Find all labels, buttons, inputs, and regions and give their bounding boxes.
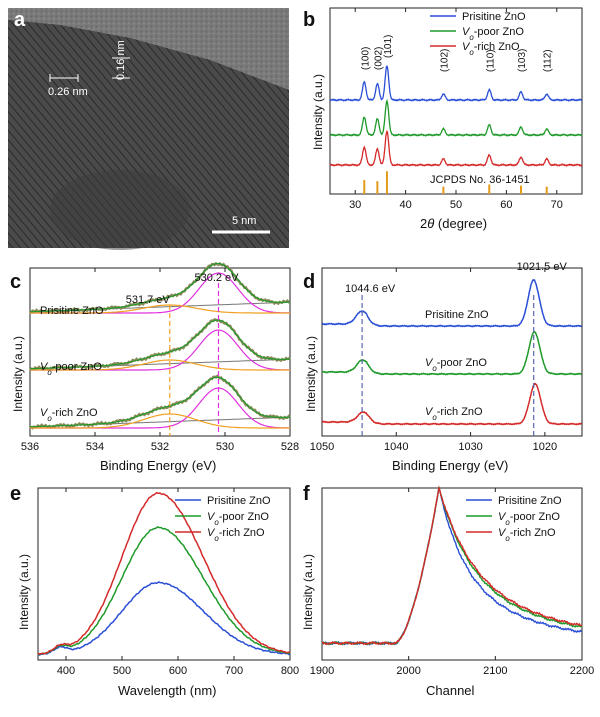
xlabel-e: Wavelength (nm) [118,683,217,698]
xlabel-c: Binding Energy (eV) [100,458,216,473]
curve-label-c-1: Vo-poor ZnO [40,361,102,377]
xtick-e-tick-label: 400 [57,665,75,677]
curve-label-d-2: Vo-rich ZnO [425,406,483,422]
dark-area [50,170,190,250]
marker-label-c-1: 530.2 eV [194,272,239,284]
xtick-e-tick-label: 700 [225,665,243,677]
peak-label: (101) [383,35,394,58]
panel-label-b: b [303,9,315,31]
xtick-d-tick-label: 1020 [533,441,557,453]
curve-label-d-1: Vo-poor ZnO [425,357,487,373]
panel-label-a: a [14,9,26,31]
xtick-d-tick-label: 1040 [384,441,408,453]
peak-label: (002) [373,47,384,70]
xtick-c-tick-label: 534 [86,441,104,453]
panel-label-c: c [10,271,21,293]
xtick-c-tick-label: 530 [216,441,234,453]
xtick-b-tick-label: 60 [500,199,512,211]
curve-label-c-2: Vo-rich ZnO [40,407,98,423]
axes-f [321,487,583,661]
xps-c-envelope-1 [30,319,290,370]
xtick-f-tick-label: 1900 [310,665,334,677]
xlabel-f: Channel [426,683,475,698]
pl-series-0 [37,581,291,656]
peak-label: (102) [439,49,450,72]
xps-d-series-1 [321,330,583,376]
xtick-e-tick-label: 600 [169,665,187,677]
ylabel-e: Intensity (a.u.) [17,554,31,630]
spacing-label-1: 0.26 nm [48,86,88,98]
pl-series-2 [37,491,291,655]
peak-label: (112) [543,49,554,72]
panel-c: c Intensity (a.u.) Binding Energy (eV) 5… [10,261,299,473]
marker-label-d-1: 1021.5 eV [517,261,568,273]
ylabel-b: Intensity (a.u.) [311,74,325,150]
xtick-b-tick-label: 50 [450,199,462,211]
xlabel-d: Binding Energy (eV) [392,458,508,473]
axes-d [321,267,583,437]
amorphous-region [8,8,289,90]
xps-c-fit-sub-2 [30,413,290,429]
xrd-series-0 [329,65,583,102]
xps-d-series-2 [321,382,583,426]
panel-b-legend-label-0: Prisitine ZnO [462,11,526,23]
panel-f-legend-label-2: Vo-rich ZnO [498,527,556,543]
xtick-e-tick-label: 800 [281,665,299,677]
xtick-b-tick-label: 40 [399,199,411,211]
panel-d: d Intensity (a.u.) Binding Energy (eV) 1… [303,261,583,473]
curve-label-c-0: Prisitine ZnO [40,305,104,317]
pl-series-1 [37,526,291,656]
xps-c-envelope-2 [30,376,290,428]
xps-c-envelope-0 [30,262,290,313]
xrd-series-2 [329,129,583,167]
peak-label: (110) [485,49,496,72]
xtick-c-tick-label: 532 [151,441,169,453]
xps-c-fit-sub-1 [30,359,290,371]
panel-b-legend-label-1: Vo-poor ZnO [462,26,524,42]
scale-bar-label: 5 nm [232,215,256,227]
reference-label: JCPDS No. 36-1451 [430,174,530,186]
xps-d-series-0 [321,278,582,328]
panel-label-f: f [303,483,310,505]
xtick-c-tick-label: 536 [21,441,39,453]
panel-f-legend-label-1: Vo-poor ZnO [498,511,560,527]
xtick-b-tick-label: 30 [349,199,361,211]
xtick-d-tick-label: 1050 [310,441,334,453]
panel-label-e: e [10,483,21,505]
panel-b: b Intensity (a.u.) 2θ (degree) JCPDS No.… [303,7,583,231]
marker-label-c-0: 531.7 eV [126,294,171,306]
trpl-series-0 [321,487,583,646]
peak-label: (103) [517,49,528,72]
xtick-c-tick-label: 528 [281,441,299,453]
panel-b-legend-label-2: Vo-rich ZnO [462,41,520,57]
spacing-label-2: 0.16 nm [115,40,127,80]
xtick-f-tick-label: 2200 [570,665,594,677]
xtick-f-tick-label: 2000 [396,665,420,677]
panel-e-legend-label-1: Vo-poor ZnO [207,511,269,527]
panel-f: f Intensity (a.u.) Channel 1900 2000 2100 2… [301,483,594,698]
panel-e-legend-label-2: Vo-rich ZnO [207,527,265,543]
panel-a: 0.26 nm 0.16 nm 5 nm a [8,8,289,250]
trpl-series-2 [322,485,583,646]
xrd-series-1 [329,98,583,137]
xtick-e-tick-label: 500 [113,665,131,677]
ylabel-d: Intensity (a.u.) [304,336,318,412]
curve-label-d-0: Prisitine ZnO [425,309,489,321]
panel-f-legend-label-0: Prisitine ZnO [498,495,562,507]
xtick-b-tick-label: 70 [551,199,563,211]
ylabel-f: Intensity (a.u.) [301,554,315,630]
marker-label-d-0: 1044.6 eV [345,283,396,295]
xtick-f-tick-label: 2100 [483,665,507,677]
xps-c-raw-2 [29,374,291,430]
xtick-d-tick-label: 1030 [458,441,482,453]
xps-c-fit-sub-0 [30,304,290,314]
panel-e-legend-label-0: Prisitine ZnO [207,495,271,507]
xlabel-b: 2θ (degree) [420,216,487,231]
panel-label-d: d [303,271,315,293]
peak-label: (100) [360,47,371,70]
ylabel-c: Intensity (a.u.) [11,336,25,412]
panel-e: e Intensity (a.u.) Wavelength (nm) 400 50… [10,483,299,698]
axes-e [37,487,291,661]
